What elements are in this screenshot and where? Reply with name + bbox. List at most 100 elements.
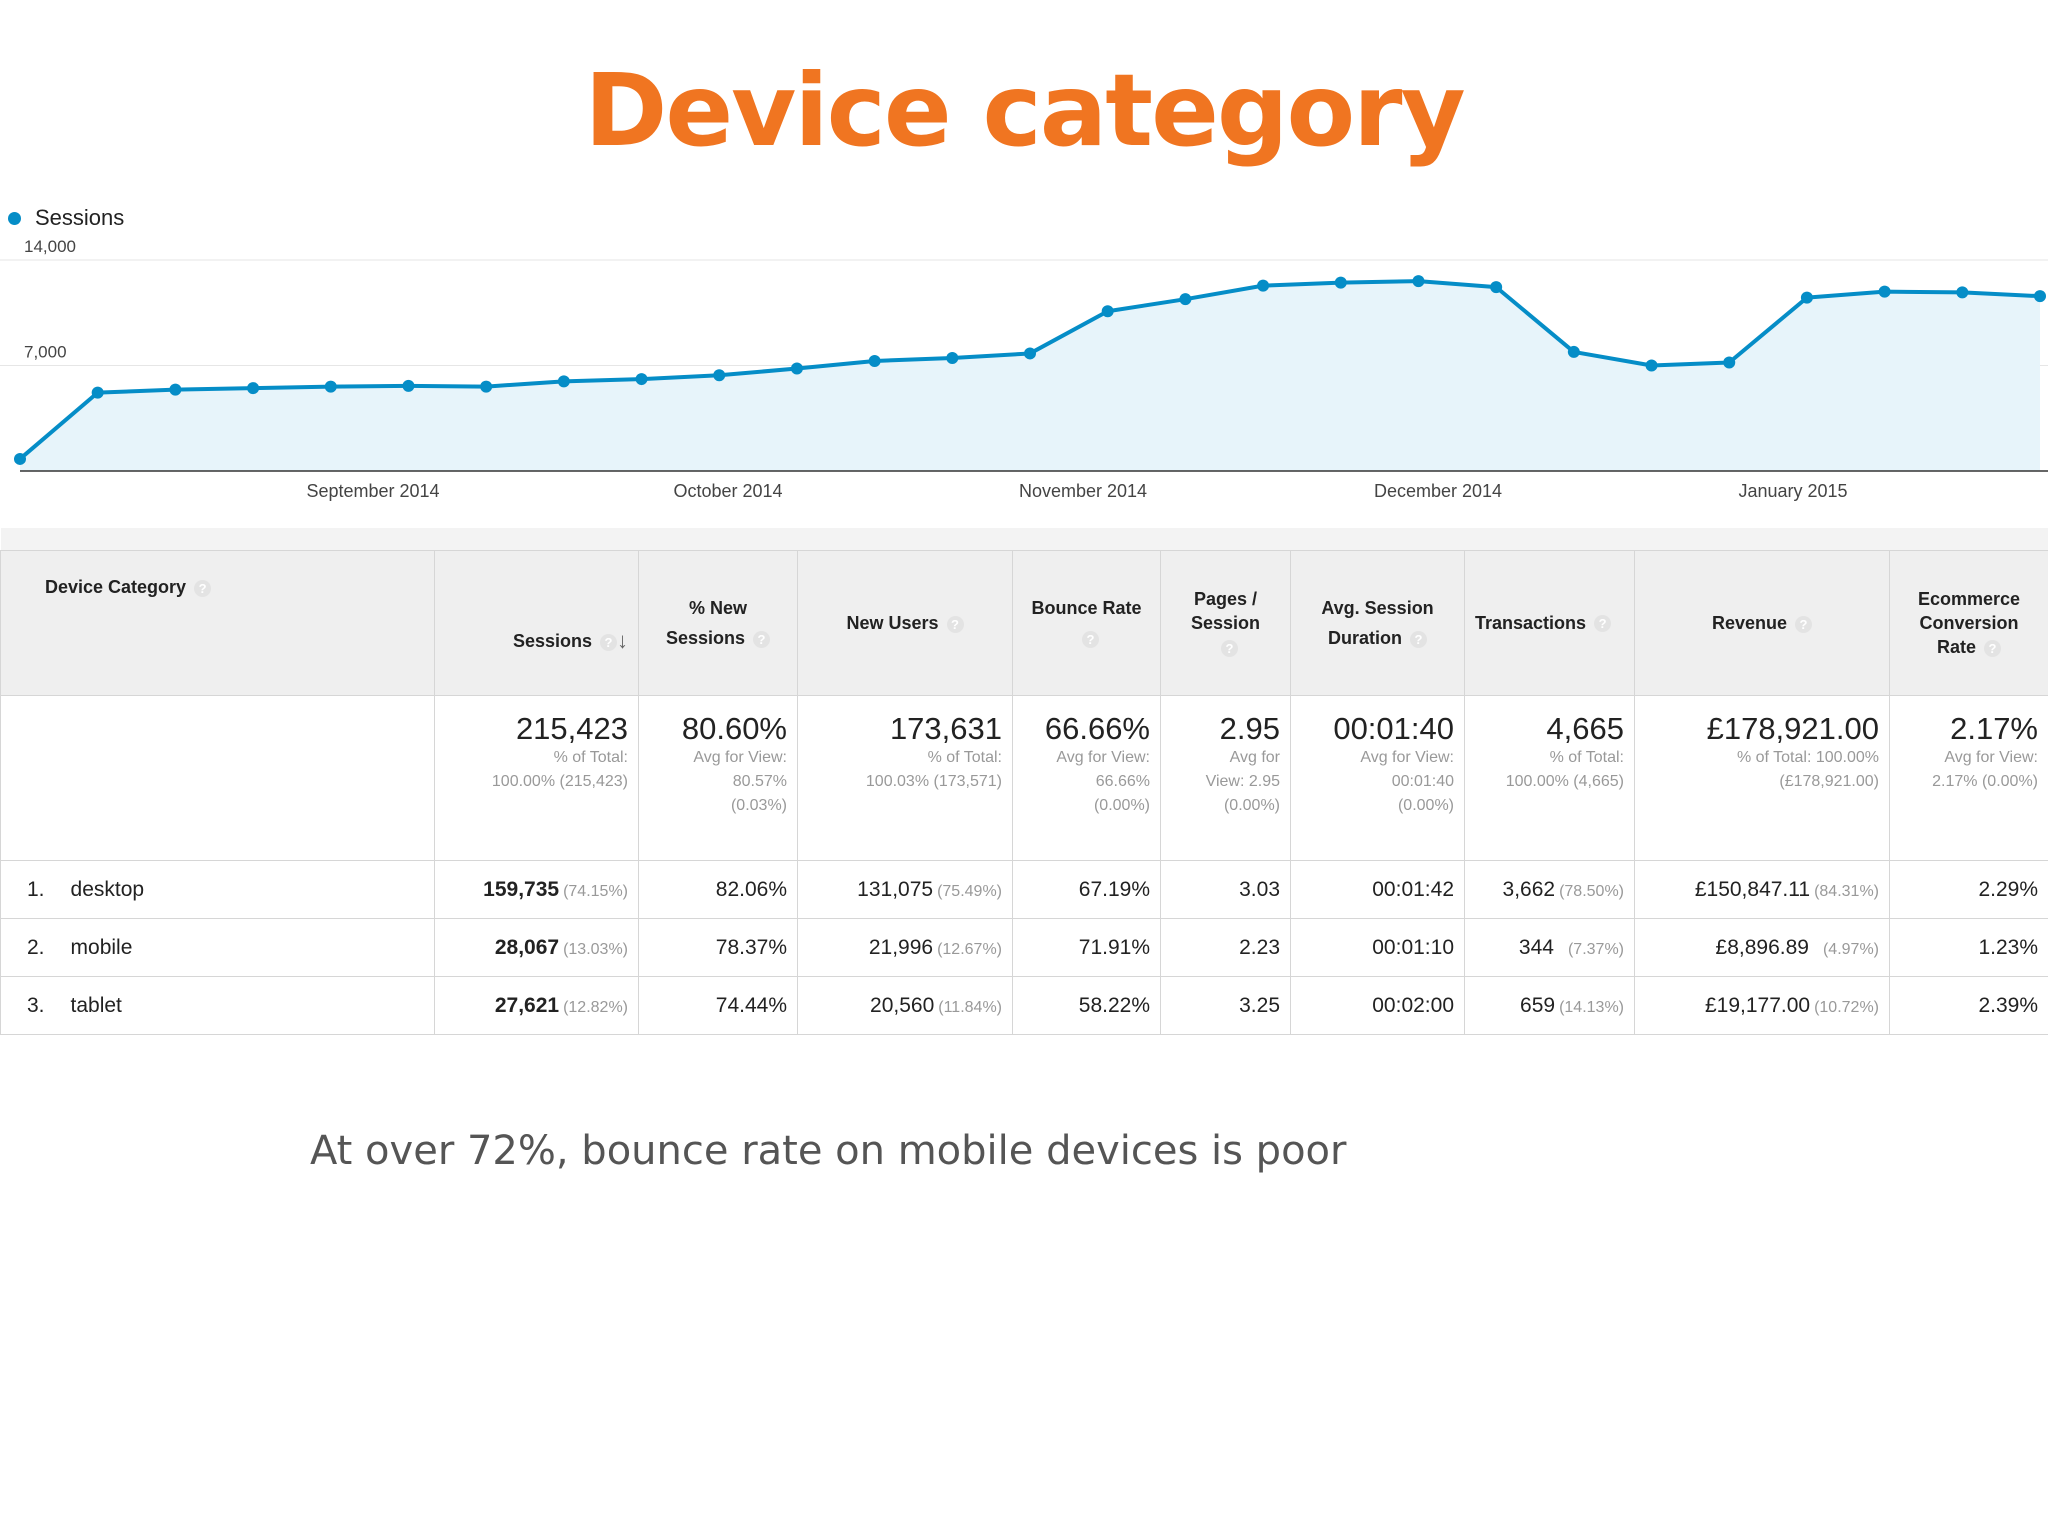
totals-label-cell bbox=[0, 695, 435, 861]
new-users-cell: 20,560 (11.84%) bbox=[797, 976, 1013, 1035]
col-revenue[interactable]: Revenue? bbox=[1634, 550, 1890, 696]
ecom-cell: 1.23% bbox=[1889, 918, 2048, 977]
sessions-chart[interactable]: 14,000 7,000 September 2014 October 2014 Nov… bbox=[0, 240, 2048, 515]
help-icon[interactable]: ? bbox=[1984, 639, 2001, 657]
new-users-pct: (75.49%) bbox=[937, 882, 1002, 900]
total-value: 66.66% bbox=[1044, 711, 1150, 746]
total-note: (0.00%) bbox=[1093, 797, 1150, 814]
sessions-point bbox=[1412, 275, 1425, 288]
new-users-value: 20,560 bbox=[870, 993, 935, 1017]
col-pages-session[interactable]: Pages / Session? bbox=[1160, 550, 1291, 696]
col-ecommerce-conversion-rate[interactable]: Ecommerce Conversion Rate? bbox=[1889, 550, 2048, 696]
total-note: 2.17% (0.00%) bbox=[1932, 773, 2038, 790]
help-icon[interactable]: ? bbox=[1410, 630, 1427, 648]
total-new-users: 173,631 % of Total: 100.03% (173,571) bbox=[797, 695, 1013, 861]
col-duration-label-1: Avg. Session bbox=[1321, 598, 1434, 618]
help-icon[interactable]: ? bbox=[1795, 615, 1813, 633]
total-value: 2.17% bbox=[1950, 711, 2038, 746]
sessions-cell: 27,621 (12.82%) bbox=[434, 976, 639, 1035]
col-avg-session-duration[interactable]: Avg. Session Duration? bbox=[1290, 550, 1465, 696]
device-link[interactable]: tablet bbox=[70, 993, 122, 1017]
total-note: % of Total: bbox=[553, 749, 628, 766]
col-transactions-label: Transactions bbox=[1475, 612, 1587, 633]
col-ecom-label-2: Conversion bbox=[1919, 613, 2019, 633]
sessions-area bbox=[20, 281, 2040, 471]
sessions-cell: 28,067 (13.03%) bbox=[434, 918, 639, 977]
total-note: % of Total: 100.00% bbox=[1736, 749, 1879, 766]
sessions-point bbox=[1800, 291, 1813, 304]
total-note: 100.00% (215,423) bbox=[491, 773, 628, 790]
total-avg-session-duration: 00:01:40 Avg for View: 00:01:40 (0.00%) bbox=[1290, 695, 1465, 861]
sessions-point bbox=[1956, 286, 1969, 299]
total-pct-new-sessions: 80.60% Avg for View: 80.57% (0.03%) bbox=[638, 695, 798, 861]
col-duration-label-2: Duration bbox=[1328, 628, 1402, 648]
insight-caption: At over 72%, bounce rate on mobile devic… bbox=[310, 1128, 1347, 1174]
total-note: Avg for View: bbox=[1056, 749, 1150, 766]
col-transactions[interactable]: Transactions? bbox=[1464, 550, 1635, 696]
device-link[interactable]: desktop bbox=[70, 877, 145, 901]
total-revenue: £178,921.00 % of Total: 100.00% (£178,921.… bbox=[1634, 695, 1890, 861]
x-tick-label: December 2014 bbox=[1374, 481, 1502, 501]
y-tick-label: 14,000 bbox=[24, 240, 76, 256]
sort-descending-icon[interactable]: ↓ bbox=[617, 628, 628, 653]
sessions-point bbox=[1101, 305, 1114, 318]
sessions-point bbox=[1257, 279, 1270, 292]
sessions-point bbox=[247, 382, 260, 395]
help-icon[interactable]: ? bbox=[1082, 630, 1099, 648]
device-cell: 3. tablet bbox=[0, 976, 435, 1035]
sessions-point bbox=[946, 351, 959, 364]
help-icon[interactable]: ? bbox=[753, 630, 771, 648]
col-pct-new-label-2: Sessions bbox=[665, 628, 746, 648]
sessions-point bbox=[2034, 290, 2046, 303]
col-new-users[interactable]: New Users? bbox=[797, 550, 1013, 696]
ecom-cell: 2.29% bbox=[1889, 860, 2048, 919]
col-device-category-label: Device Category bbox=[45, 577, 187, 597]
x-tick-label: October 2014 bbox=[673, 481, 782, 501]
pages-cell: 3.03 bbox=[1160, 860, 1291, 919]
col-pct-new-label-1: % New bbox=[688, 598, 748, 618]
new-users-cell: 131,075 (75.49%) bbox=[797, 860, 1013, 919]
new-users-cell: 21,996 (12.67%) bbox=[797, 918, 1013, 977]
page-title: Device category bbox=[584, 52, 1465, 169]
col-device-category[interactable]: Device Category? bbox=[0, 550, 435, 696]
x-tick-label: January 2015 bbox=[1738, 481, 1847, 501]
col-sessions[interactable]: ↓ Sessions? bbox=[434, 550, 639, 696]
sessions-value: 27,621 bbox=[494, 993, 560, 1017]
col-pct-new-sessions[interactable]: % New Sessions? bbox=[638, 550, 798, 696]
revenue-value: £8,896.89 bbox=[1715, 935, 1809, 959]
sessions-legend-dot bbox=[8, 211, 21, 225]
device-link[interactable]: mobile bbox=[70, 935, 133, 959]
sessions-point bbox=[1179, 293, 1192, 306]
bounce-rate-cell: 67.19% bbox=[1012, 860, 1161, 919]
total-note: 100.03% (173,571) bbox=[865, 773, 1002, 790]
sessions-point bbox=[91, 386, 104, 399]
total-note: % of Total: bbox=[927, 749, 1002, 766]
help-icon[interactable]: ? bbox=[1221, 639, 1238, 657]
total-value: 2.95 bbox=[1219, 711, 1280, 746]
sessions-point bbox=[1723, 356, 1736, 369]
new-users-pct: (11.84%) bbox=[938, 998, 1002, 1016]
total-note: Avg for View: bbox=[693, 749, 787, 766]
chart-legend[interactable]: Sessions bbox=[8, 205, 124, 231]
help-icon[interactable]: ? bbox=[1594, 615, 1612, 633]
help-icon[interactable]: ? bbox=[600, 633, 617, 651]
help-icon[interactable]: ? bbox=[194, 579, 212, 597]
col-sessions-label: Sessions bbox=[512, 631, 592, 651]
bounce-rate-cell: 58.22% bbox=[1012, 976, 1161, 1035]
sessions-legend-label: Sessions bbox=[35, 205, 125, 230]
revenue-cell: £8,896.89 (4.97%) bbox=[1634, 918, 1890, 977]
x-tick-label: November 2014 bbox=[1019, 481, 1147, 501]
total-value: 80.60% bbox=[681, 711, 787, 746]
col-bounce-rate[interactable]: Bounce Rate? bbox=[1012, 550, 1161, 696]
pages-cell: 3.25 bbox=[1160, 976, 1291, 1035]
new-users-value: 21,996 bbox=[868, 935, 934, 959]
duration-cell: 00:01:42 bbox=[1290, 860, 1465, 919]
duration-cell: 00:02:00 bbox=[1290, 976, 1465, 1035]
total-bounce-rate: 66.66% Avg for View: 66.66% (0.00%) bbox=[1012, 695, 1161, 861]
transactions-cell: 3,662 (78.50%) bbox=[1464, 860, 1635, 919]
help-icon[interactable]: ? bbox=[946, 615, 964, 633]
device-cell: 1. desktop bbox=[0, 860, 435, 919]
sessions-pct: (74.15%) bbox=[563, 882, 628, 900]
revenue-pct: (10.72%) bbox=[1814, 998, 1879, 1016]
header-spacer bbox=[0, 528, 2048, 551]
